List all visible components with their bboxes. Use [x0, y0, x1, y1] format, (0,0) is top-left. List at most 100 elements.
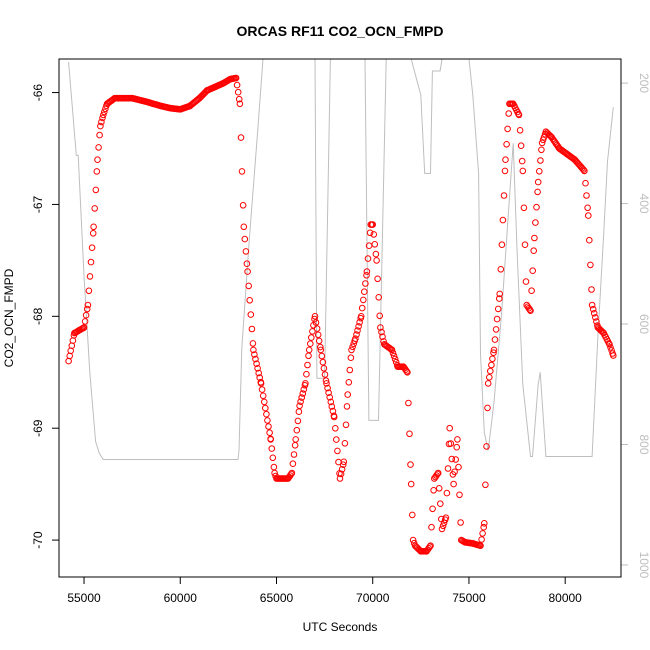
data-point	[527, 307, 534, 315]
data-point	[484, 380, 492, 387]
data-point	[363, 272, 370, 279]
data-point	[364, 255, 372, 262]
data-point	[233, 81, 241, 89]
y2-tick-label: 200	[637, 73, 650, 93]
data-point	[497, 266, 505, 273]
data-point	[582, 179, 589, 187]
co2-series	[65, 74, 617, 555]
data-point	[438, 525, 446, 533]
data-point	[98, 118, 105, 126]
data-point	[530, 247, 538, 254]
data-point	[244, 268, 251, 275]
data-point	[91, 205, 98, 212]
y-tick-label: -70	[31, 531, 45, 549]
data-point	[534, 178, 542, 186]
data-point	[378, 328, 385, 336]
data-point	[320, 365, 328, 372]
data-point	[487, 367, 494, 375]
data-point	[343, 403, 351, 410]
data-point	[307, 340, 314, 348]
data-point	[84, 301, 92, 309]
data-point	[372, 250, 380, 258]
data-point	[533, 203, 540, 211]
data-point	[309, 328, 316, 335]
data-point	[252, 355, 259, 363]
data-point	[249, 340, 257, 347]
data-point	[340, 458, 348, 466]
y-tick-label: -69	[31, 419, 45, 437]
data-point	[379, 333, 386, 341]
data-point	[293, 426, 301, 434]
data-point	[493, 315, 501, 323]
data-point	[370, 231, 378, 238]
data-point	[479, 530, 486, 537]
data-point	[300, 386, 308, 393]
data-point	[522, 278, 530, 285]
data-point	[80, 324, 88, 331]
data-point	[237, 134, 245, 141]
data-point	[494, 305, 502, 313]
data-point	[354, 327, 361, 334]
data-point	[534, 188, 541, 196]
data-point	[325, 389, 332, 397]
data-point	[253, 360, 260, 368]
data-point	[96, 131, 103, 139]
y-axis-label: CO2_OCN_FMPD	[2, 268, 16, 367]
data-point	[355, 323, 362, 330]
data-point	[81, 318, 89, 325]
data-point	[315, 337, 323, 345]
data-point	[409, 536, 417, 544]
chart-title: ORCAS RF11 CO2_OCN_FMPD	[237, 23, 444, 39]
data-point	[319, 358, 327, 366]
data-point	[369, 221, 377, 228]
data-point	[442, 514, 450, 522]
data-point	[347, 354, 355, 362]
data-point	[288, 469, 296, 477]
data-point	[264, 417, 271, 424]
data-point	[480, 523, 488, 531]
data-point	[362, 280, 369, 287]
data-point	[324, 384, 331, 392]
data-point	[302, 380, 309, 387]
data-point	[243, 260, 251, 268]
data-point	[503, 141, 510, 148]
x-tick-label: 75000	[452, 591, 486, 605]
data-point	[269, 454, 277, 462]
data-point	[235, 95, 243, 103]
data-point	[496, 295, 503, 302]
data-point	[583, 192, 590, 199]
data-point	[346, 366, 354, 374]
x-tick-label: 55000	[67, 591, 101, 605]
data-point	[452, 456, 460, 463]
data-point	[456, 491, 463, 499]
data-point	[482, 481, 489, 489]
data-point	[256, 374, 264, 381]
data-point	[407, 461, 414, 468]
data-point	[85, 287, 93, 295]
data-point	[318, 352, 326, 360]
data-point	[491, 336, 499, 343]
data-point	[90, 223, 97, 231]
data-point	[239, 202, 247, 209]
data-point	[489, 355, 496, 363]
data-point	[430, 487, 437, 494]
data-point	[538, 139, 546, 147]
data-point	[390, 352, 398, 360]
y2-tick-label: 400	[637, 194, 650, 214]
data-point	[83, 305, 91, 313]
data-point	[358, 304, 366, 312]
data-point	[496, 290, 504, 298]
data-point	[287, 470, 295, 478]
data-point	[502, 156, 509, 163]
data-point	[451, 468, 458, 476]
y-tick-label: -67	[31, 195, 45, 213]
data-point	[321, 371, 329, 378]
y2-tick-label: 600	[637, 314, 650, 334]
data-point	[298, 394, 306, 401]
x-tick-label: 70000	[356, 591, 390, 605]
data-point	[100, 111, 107, 119]
data-point	[505, 110, 513, 117]
data-point	[405, 399, 412, 407]
